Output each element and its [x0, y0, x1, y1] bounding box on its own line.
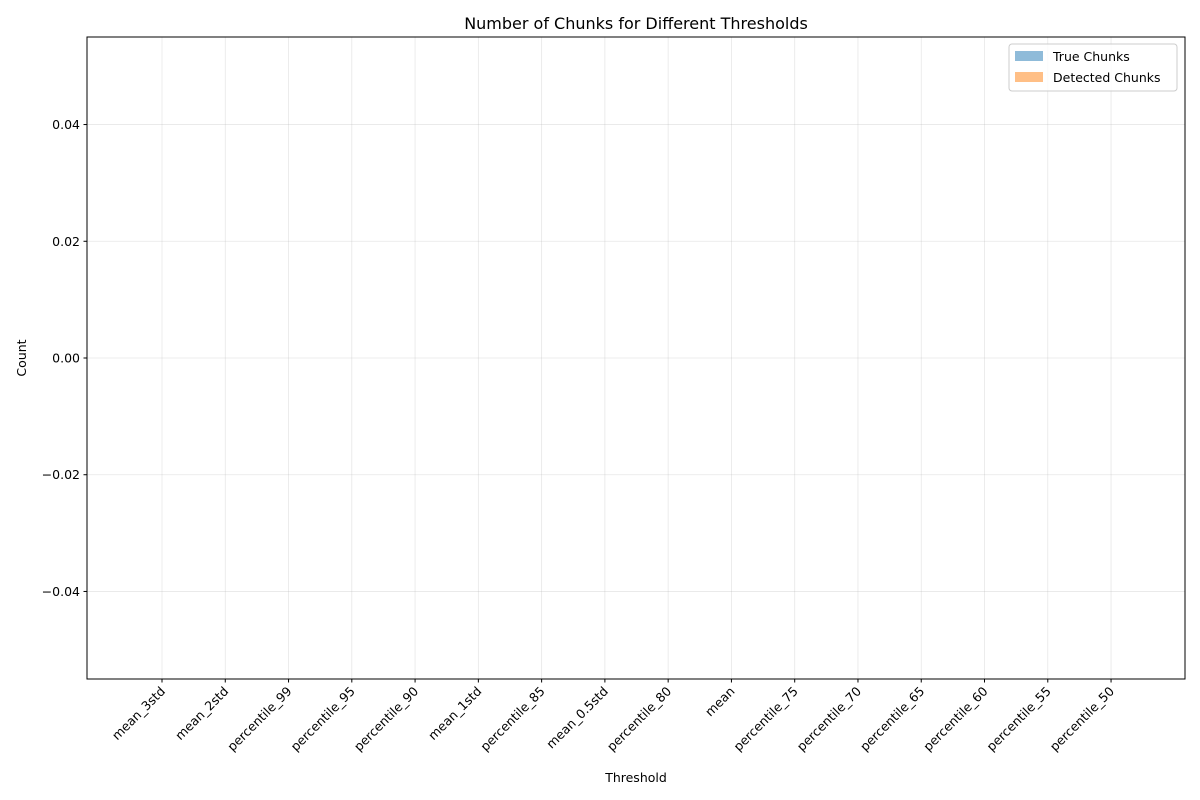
- chart-title: Number of Chunks for Different Threshold…: [464, 14, 808, 33]
- x-tick-label: percentile_95: [287, 684, 357, 754]
- x-tick-label: mean_0.5std: [543, 684, 611, 752]
- x-tick-label: percentile_70: [794, 683, 865, 754]
- x-tick-label: percentile_60: [920, 683, 991, 754]
- x-tick-label: percentile_55: [983, 684, 1053, 754]
- x-tick-label: percentile_50: [1047, 683, 1118, 754]
- legend-swatch-true-chunks: [1015, 51, 1043, 61]
- legend: True Chunks Detected Chunks: [1008, 43, 1178, 92]
- y-tick-label: −0.04: [42, 584, 80, 599]
- x-tick-label: mean: [702, 684, 738, 720]
- y-axis-label: Count: [14, 339, 29, 376]
- x-tick-label: mean_2std: [172, 684, 231, 743]
- x-axis-label: Threshold: [604, 770, 667, 785]
- legend-box: [1008, 43, 1178, 92]
- x-tick-label: percentile_80: [604, 683, 675, 754]
- x-tick-label: percentile_85: [477, 684, 547, 754]
- y-tick-label: 0.00: [52, 351, 80, 366]
- legend-label-true-chunks: True Chunks: [1052, 49, 1130, 64]
- x-axis: mean_3std mean_2stdpercentile_99percentil…: [109, 679, 1117, 754]
- y-tick-label: 0.02: [52, 234, 80, 249]
- y-tick-label: 0.04: [52, 117, 80, 132]
- legend-label-detected-chunks: Detected Chunks: [1053, 70, 1161, 85]
- x-tick-label: percentile_65: [857, 684, 927, 754]
- y-axis: −0.04 −0.02 0.00 0.02 0.04: [42, 117, 87, 599]
- x-tick-label: mean_1std: [425, 684, 484, 743]
- x-tick-label: percentile_99: [224, 683, 295, 754]
- grid-layer: [87, 37, 1185, 679]
- x-tick-label: percentile_75: [730, 684, 800, 754]
- legend-swatch-detected-chunks: [1015, 72, 1043, 82]
- x-tick-label: percentile_90: [351, 683, 422, 754]
- y-tick-label: −0.02: [42, 467, 80, 482]
- x-tick-label: mean_3std: [109, 684, 168, 743]
